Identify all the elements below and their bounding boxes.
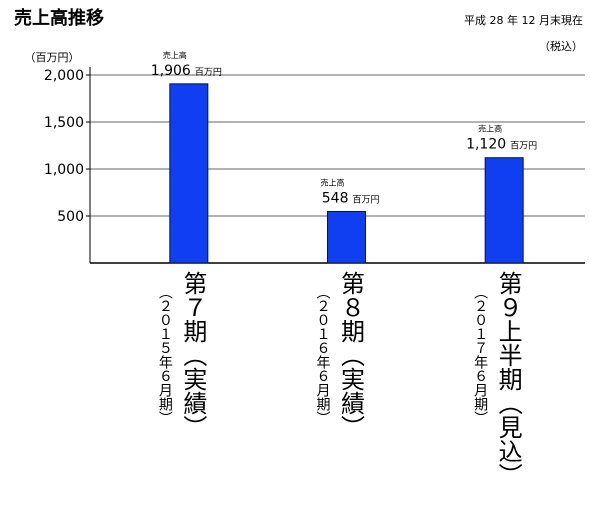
y-unit: （百万円） [25, 51, 80, 64]
x-tick-note: （２０１７年６月期） [472, 285, 488, 425]
date-note: 平成 28 年 12 月末現在 [464, 13, 583, 27]
value-unit: 百万円 [353, 194, 380, 205]
value-label: 1,906 [151, 63, 191, 79]
chart-title: 売上高推移 [14, 7, 104, 29]
bar [327, 210, 366, 264]
value-label: 1,120 [466, 137, 506, 153]
x-tick-note: （２０１６年６月期） [315, 285, 331, 425]
value-caption: 売上高 [163, 50, 187, 60]
x-tick-label: 第９上半期（見込） [494, 271, 522, 487]
tax-note: （税込） [539, 39, 583, 53]
x-tick-note: （２０１５年６月期） [157, 285, 173, 425]
value-label: 548 [322, 190, 349, 206]
x-tick-label: 第７期（実績） [179, 271, 207, 439]
x-tick-label: 第８期（実績） [337, 271, 365, 439]
bar [169, 83, 209, 264]
value-unit: 百万円 [510, 141, 537, 152]
value-caption: 売上高 [478, 124, 502, 134]
y-tick-label: 1,000 [44, 162, 84, 178]
bar [484, 157, 524, 264]
value-unit: 百万円 [195, 67, 222, 78]
y-tick-label: 2,000 [44, 68, 84, 84]
y-tick-label: 500 [57, 209, 84, 225]
y-tick-label: 1,500 [44, 115, 84, 131]
value-caption: 売上高 [321, 177, 345, 187]
